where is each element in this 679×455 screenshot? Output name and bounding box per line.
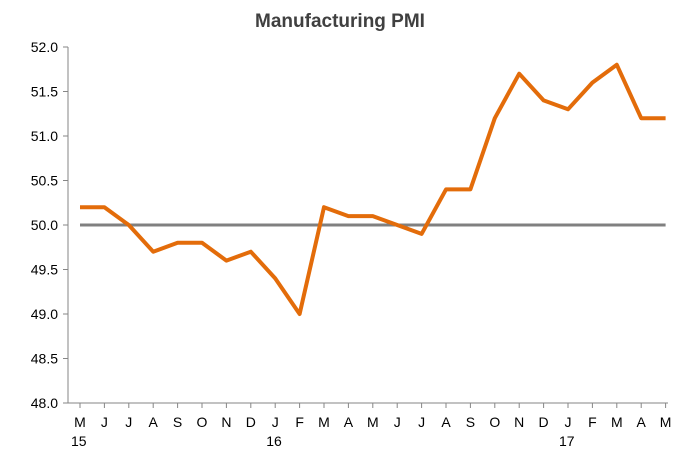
- y-tick-label: 50.0: [31, 217, 58, 233]
- x-tick-label: N: [514, 414, 524, 430]
- x-tick-label: F: [295, 414, 304, 430]
- x-tick-label: A: [441, 414, 451, 430]
- x-tick-label: M: [611, 414, 623, 430]
- x-tick-label: D: [246, 414, 256, 430]
- x-tick-label: J: [272, 414, 279, 430]
- y-tick-label: 51.0: [31, 128, 58, 144]
- x-tick-label: A: [637, 414, 647, 430]
- y-axis: 48.0 48.5 49.0 49.5 50.0 50.5 51.0 51.5 52.0: [31, 39, 69, 411]
- x-year-label: 17: [559, 433, 575, 449]
- pmi-series-line: [80, 62, 666, 316]
- x-year-label: 15: [71, 433, 87, 449]
- x-tick-label: D: [539, 414, 549, 430]
- x-tick-label: M: [318, 414, 330, 430]
- y-tick-label: 48.5: [31, 351, 58, 367]
- x-tick-label: J: [418, 414, 425, 430]
- y-tick-label: 50.5: [31, 173, 58, 189]
- x-tick-label: J: [394, 414, 401, 430]
- x-tick-label: A: [149, 414, 159, 430]
- x-tick-label: F: [588, 414, 597, 430]
- x-tick-label: J: [125, 414, 132, 430]
- x-tick-label: O: [489, 414, 500, 430]
- y-tick-label: 49.0: [31, 306, 58, 322]
- y-tick-label: 48.0: [31, 395, 58, 411]
- y-tick-label: 52.0: [31, 39, 58, 55]
- x-tick-label: M: [367, 414, 379, 430]
- x-tick-label: N: [221, 414, 231, 430]
- x-tick-label: J: [565, 414, 572, 430]
- x-tick-label: J: [101, 414, 108, 430]
- y-tick-label: 51.5: [31, 84, 58, 100]
- x-tick-label: M: [74, 414, 86, 430]
- chart-title: Manufacturing PMI: [255, 11, 425, 32]
- series-group: [79, 62, 666, 316]
- x-tick-label: O: [197, 414, 208, 430]
- x-tick-label: M: [660, 414, 672, 430]
- x-year-label: 16: [266, 433, 282, 449]
- x-tick-label: A: [344, 414, 354, 430]
- x-axis: M J J A S O N D J F M A M J J A S O N D J F M A M15 16 17: [68, 402, 672, 449]
- y-tick-label: 49.5: [31, 262, 58, 278]
- x-tick-label: S: [466, 414, 475, 430]
- x-tick-label: S: [173, 414, 182, 430]
